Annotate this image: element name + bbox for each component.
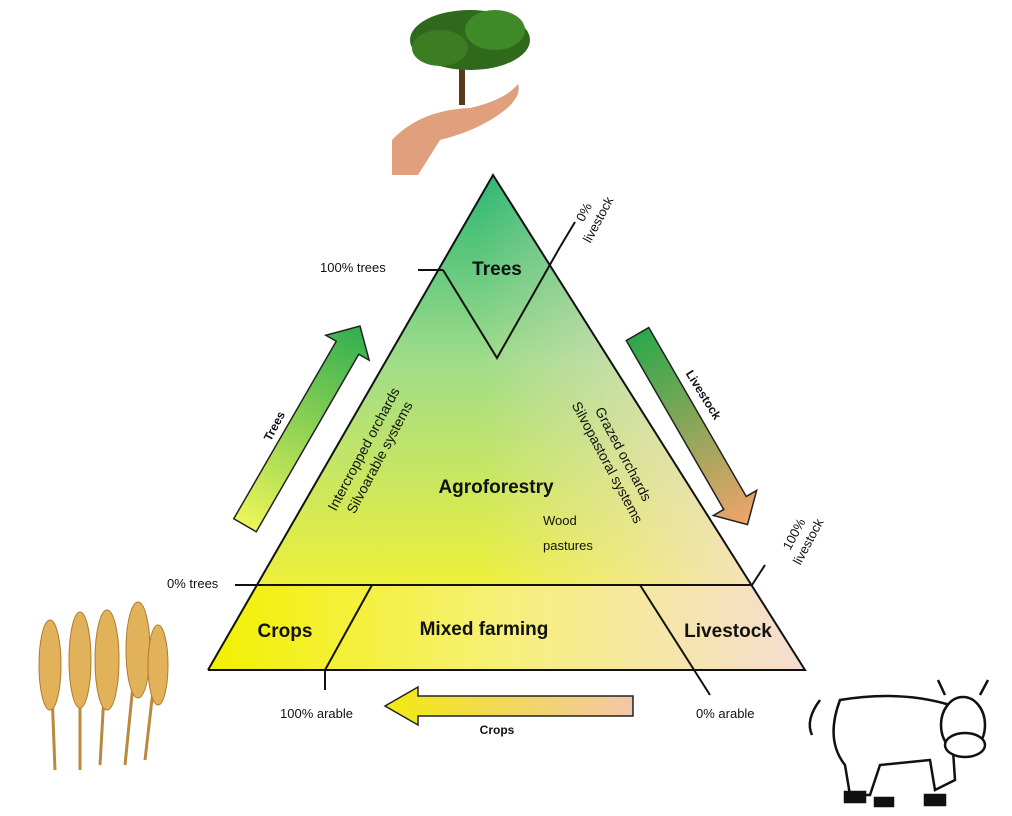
scale-label: 100% arable [280,706,353,721]
zone-label: Livestock [684,621,772,642]
crops-arrow [385,687,633,725]
tree-illustration [392,10,530,175]
zone-label: Agroforestry [438,477,554,498]
scale-label: 0% trees [167,576,219,591]
system-label: pastures [543,538,593,553]
wheat-illustration [39,602,168,770]
zone-label: Trees [472,259,522,280]
arrow-label: Crops [480,723,515,737]
scale-label: 100% trees [320,260,386,275]
scale-label: 0% arable [696,706,755,721]
zone-label: Mixed farming [420,619,549,640]
diagram: Trees Agroforestry Crops Mixed farming L… [0,0,1012,816]
zone-label: Crops [258,621,313,642]
system-label: Wood [543,513,577,528]
cow-illustration [810,680,988,806]
